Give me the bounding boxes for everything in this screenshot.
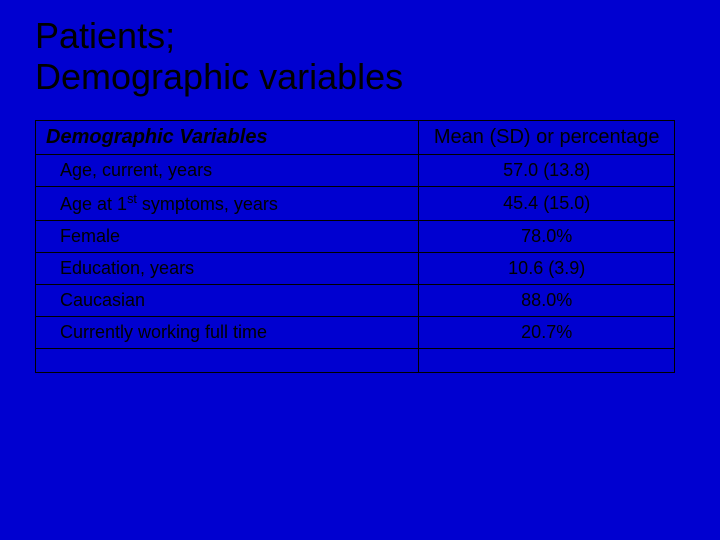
- table-header-variables: Demographic Variables: [36, 120, 419, 154]
- row-label: Female: [36, 220, 419, 252]
- row-value: 10.6 (3.9): [419, 252, 675, 284]
- table-body: Age, current, years 57.0 (13.8) Age at 1…: [36, 154, 675, 372]
- row-value: 57.0 (13.8): [419, 154, 675, 186]
- table-row: Caucasian 88.0%: [36, 284, 675, 316]
- row-value: 88.0%: [419, 284, 675, 316]
- title-line-2: Demographic variables: [35, 56, 403, 97]
- row-label: Age at 1st symptoms, years: [36, 186, 419, 220]
- row-label: Currently working full time: [36, 316, 419, 348]
- table-row: Age at 1st symptoms, years 45.4 (15.0): [36, 186, 675, 220]
- table-row: Currently working full time 20.7%: [36, 316, 675, 348]
- table-row: Age, current, years 57.0 (13.8): [36, 154, 675, 186]
- demographic-table: Demographic Variables Mean (SD) or perce…: [35, 120, 675, 373]
- title-line-1: Patients;: [35, 15, 175, 56]
- table-row-empty: [36, 348, 675, 372]
- empty-cell: [36, 348, 419, 372]
- row-label: Age, current, years: [36, 154, 419, 186]
- row-value: 45.4 (15.0): [419, 186, 675, 220]
- page-title: Patients; Demographic variables: [35, 15, 685, 98]
- row-value: 20.7%: [419, 316, 675, 348]
- table-header-row: Demographic Variables Mean (SD) or perce…: [36, 120, 675, 154]
- table-row: Female 78.0%: [36, 220, 675, 252]
- slide-container: Patients; Demographic variables Demograp…: [0, 0, 720, 388]
- row-label: Education, years: [36, 252, 419, 284]
- empty-cell: [419, 348, 675, 372]
- table-row: Education, years 10.6 (3.9): [36, 252, 675, 284]
- table-header-mean: Mean (SD) or percentage: [419, 120, 675, 154]
- row-value: 78.0%: [419, 220, 675, 252]
- row-label: Caucasian: [36, 284, 419, 316]
